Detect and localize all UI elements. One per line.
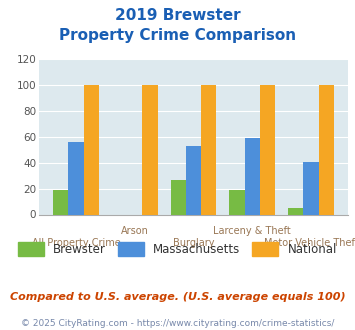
Bar [69,142,84,214]
Text: Burglary: Burglary [173,238,214,248]
Bar [53,190,69,214]
Bar [303,161,318,214]
Bar [170,180,186,214]
Legend: Brewster, Massachusetts, National: Brewster, Massachusetts, National [14,239,341,260]
Text: © 2025 CityRating.com - https://www.cityrating.com/crime-statistics/: © 2025 CityRating.com - https://www.city… [21,319,334,328]
Bar [260,85,275,214]
Text: Arson: Arson [121,226,149,236]
Text: All Property Crime: All Property Crime [32,238,120,248]
Bar [318,85,334,214]
Bar [288,208,303,214]
Bar [142,85,158,214]
Bar [84,85,99,214]
Bar [201,85,217,214]
Text: Motor Vehicle Theft: Motor Vehicle Theft [264,238,355,248]
Bar [186,146,201,214]
Text: Compared to U.S. average. (U.S. average equals 100): Compared to U.S. average. (U.S. average … [10,292,345,302]
Text: Property Crime Comparison: Property Crime Comparison [59,28,296,43]
Bar [245,138,260,214]
Text: Larceny & Theft: Larceny & Theft [213,226,291,236]
Bar [229,190,245,214]
Text: 2019 Brewster: 2019 Brewster [115,8,240,23]
